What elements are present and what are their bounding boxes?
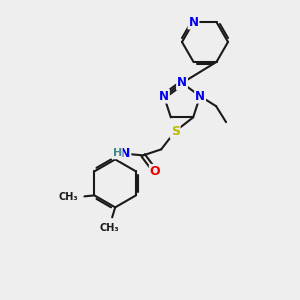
Text: CH₃: CH₃ [59, 192, 78, 203]
Text: H: H [112, 148, 122, 158]
Text: N: N [120, 147, 130, 160]
Text: S: S [171, 125, 180, 138]
Text: N: N [177, 76, 187, 89]
Text: CH₃: CH₃ [99, 224, 119, 233]
Text: N: N [195, 90, 205, 103]
Text: N: N [188, 16, 199, 28]
Text: O: O [150, 165, 160, 178]
Text: N: N [159, 90, 169, 103]
